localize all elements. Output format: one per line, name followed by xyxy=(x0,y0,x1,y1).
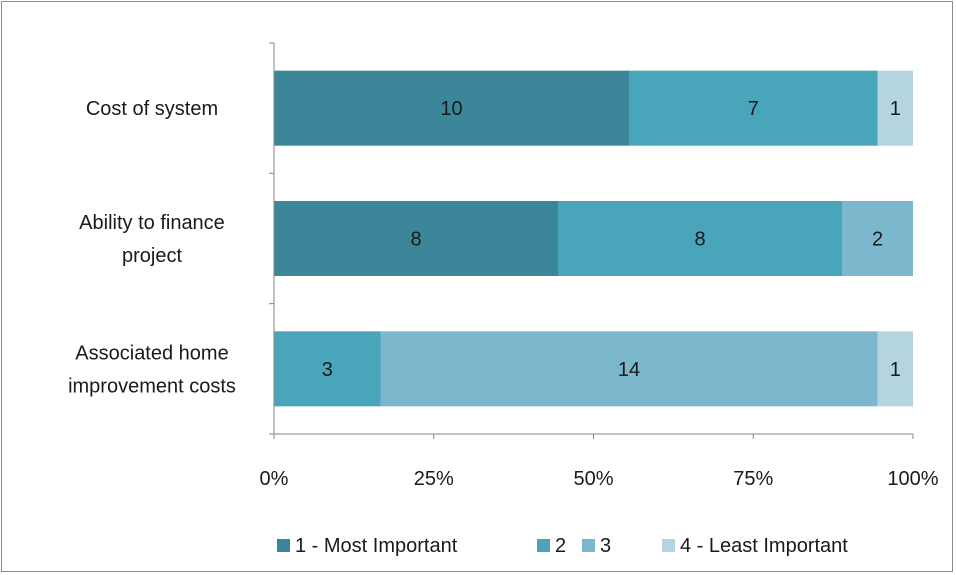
bar-segment xyxy=(380,331,878,407)
data-label: 7 xyxy=(748,98,759,120)
bar-segment xyxy=(842,201,913,276)
bar-segment xyxy=(877,70,913,146)
category-label: Cost of system xyxy=(86,98,218,120)
category-label: Ability to finance project xyxy=(79,212,225,267)
bar-segment xyxy=(558,201,842,276)
legend-swatch xyxy=(662,539,675,552)
bar-segment xyxy=(274,201,558,276)
data-label: 1 xyxy=(890,359,901,381)
tick-label: 100% xyxy=(887,468,938,490)
data-label: 8 xyxy=(410,229,421,251)
value-axis: 0% 25% 50% 75% 100% xyxy=(260,433,939,490)
bar-segment xyxy=(274,331,381,407)
legend: 1 - Most Important 2 3 4 - Least Important xyxy=(277,535,848,557)
legend-label: 1 - Most Important xyxy=(295,535,458,557)
data-label: 2 xyxy=(872,229,883,251)
legend-label: 2 xyxy=(555,535,566,557)
data-label: 8 xyxy=(694,229,705,251)
category-axis: Cost of system Ability to finance project A… xyxy=(68,42,275,435)
bar-segment xyxy=(877,331,913,407)
legend-swatch xyxy=(582,539,595,552)
legend-label: 4 - Least Important xyxy=(680,535,848,557)
plot-area: 10 7 1 8 8 2 3 14 1 xyxy=(274,70,913,407)
legend-swatch xyxy=(277,539,290,552)
bar-segment xyxy=(629,70,878,146)
tick-label: 0% xyxy=(260,468,289,490)
data-label: 1 xyxy=(890,98,901,120)
tick-label: 75% xyxy=(733,468,773,490)
data-label: 10 xyxy=(440,98,462,120)
tick-label: 50% xyxy=(573,468,613,490)
legend-label: 3 xyxy=(600,535,611,557)
category-label: Associated home improvement costs xyxy=(68,342,236,397)
data-label: 14 xyxy=(618,359,640,381)
tick-label: 25% xyxy=(414,468,454,490)
bar-segment xyxy=(274,70,629,146)
legend-swatch xyxy=(537,539,550,552)
data-label: 3 xyxy=(322,359,333,381)
